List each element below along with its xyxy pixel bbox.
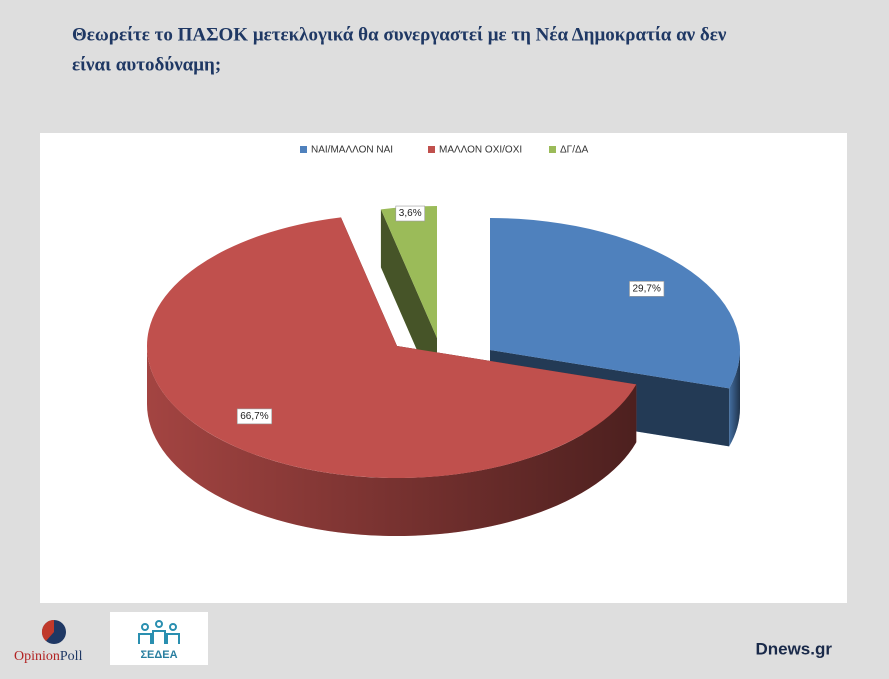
slice-side-shade [147,346,637,537]
legend-label: ΜΑΛΛΟΝ ΟΧΙ/ΟΧΙ [439,145,522,156]
value-label: 3,6% [399,208,422,219]
slice-wall-shade [380,209,437,396]
logo-icon [138,620,180,644]
legend-label: ΝΑΙ/ΜΑΛΛΟΝ ΝΑΙ [311,145,393,156]
slice-sides [147,346,740,537]
legend: ΝΑΙ/ΜΑΛΛΟΝ ΝΑΙ ΜΑΛΛΟΝ ΟΧΙ/ΟΧΙ ΔΓ/ΔΑ [300,145,589,156]
title-line: Θεωρείτε το ΠΑΣΟΚ μετεκλογικά θα συνεργα… [72,24,727,45]
logo-text: OpinionPoll [14,649,83,664]
value-label: 66,7% [240,411,268,422]
value-label-box [629,281,665,297]
legend-swatch [300,146,307,153]
value-label: 29,7% [632,283,660,294]
source: Dnews.gr [755,639,832,658]
title-line: είναι αυτοδύναμη; [72,54,221,75]
logo-text-part: Opinion [14,649,60,664]
value-label-box [236,408,273,425]
slice [380,206,437,338]
pie: 29,7% 66,7% 3,6% [147,205,741,537]
legend-swatch [549,146,556,153]
value-labels: 29,7% 66,7% 3,6% [236,205,665,425]
logo-left: OpinionPoll [14,619,83,664]
logo-text-part: Poll [60,649,83,664]
logo-middle: ΣΕΔΕΑ [110,612,208,665]
logo-text: ΣΕΔΕΑ [140,649,177,661]
slice [490,218,741,389]
logo-icon [41,619,54,641]
slice-side-shade [729,350,740,447]
legend-label: ΔΓ/ΔΑ [560,145,589,156]
value-label-box [395,205,425,222]
legend-swatch [428,146,435,153]
